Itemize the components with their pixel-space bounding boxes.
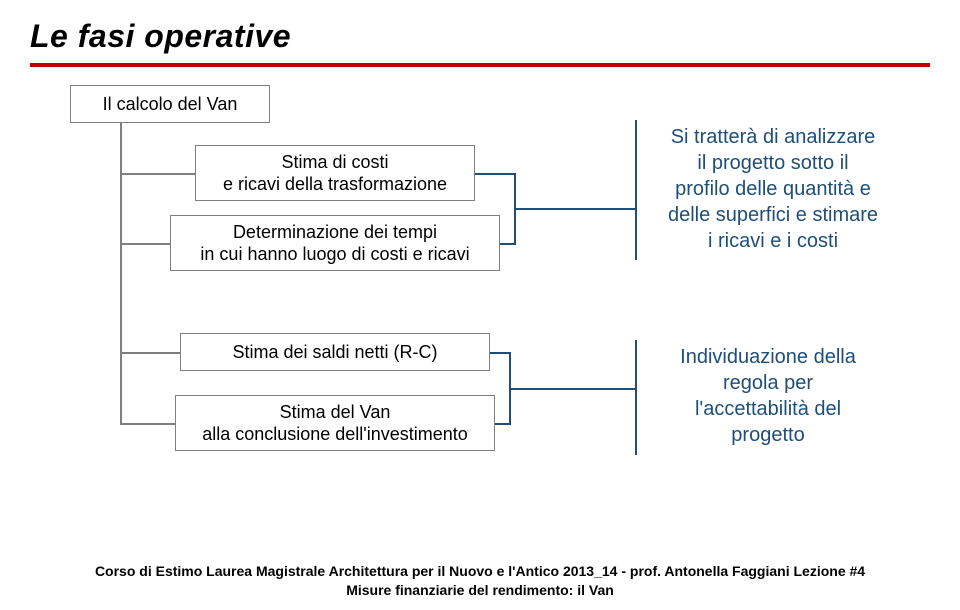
connector-trunk [120, 123, 122, 423]
brace1-b [500, 243, 514, 245]
connector-to-tempi [120, 243, 170, 245]
footer-line-1: Corso di Estimo Laurea Magistrale Archit… [0, 562, 960, 581]
node-tempi: Determinazione dei tempiin cui hanno luo… [170, 215, 500, 271]
brace2-a [490, 352, 509, 354]
node-root: Il calcolo del Van [70, 85, 270, 123]
slide: Le fasi operative Il calcolo del Van Stim… [0, 0, 960, 610]
footer: Corso di Estimo Laurea Magistrale Archit… [0, 562, 960, 600]
connector-to-stima [120, 173, 195, 175]
brace2-b [495, 423, 509, 425]
connector-to-saldi [120, 352, 180, 354]
note-note1: Si tratterà di analizzareil progetto sot… [635, 120, 895, 260]
brace2-out [509, 388, 635, 390]
page-title: Le fasi operative [30, 18, 930, 55]
connector-to-van [120, 423, 175, 425]
brace1-a [475, 173, 514, 175]
node-van: Stima del Vanalla conclusione dell'inves… [175, 395, 495, 451]
note-note2: Individuazione dellaregola perl'accettab… [635, 340, 885, 455]
node-saldi: Stima dei saldi netti (R-C) [180, 333, 490, 371]
node-stima: Stima di costie ricavi della trasformazi… [195, 145, 475, 201]
diagram-canvas: Il calcolo del Van Stima di costie ricavi… [30, 85, 930, 525]
brace1-out [514, 208, 635, 210]
footer-line-2: Misure finanziarie del rendimento: il Va… [0, 581, 960, 600]
title-rule [30, 63, 930, 67]
